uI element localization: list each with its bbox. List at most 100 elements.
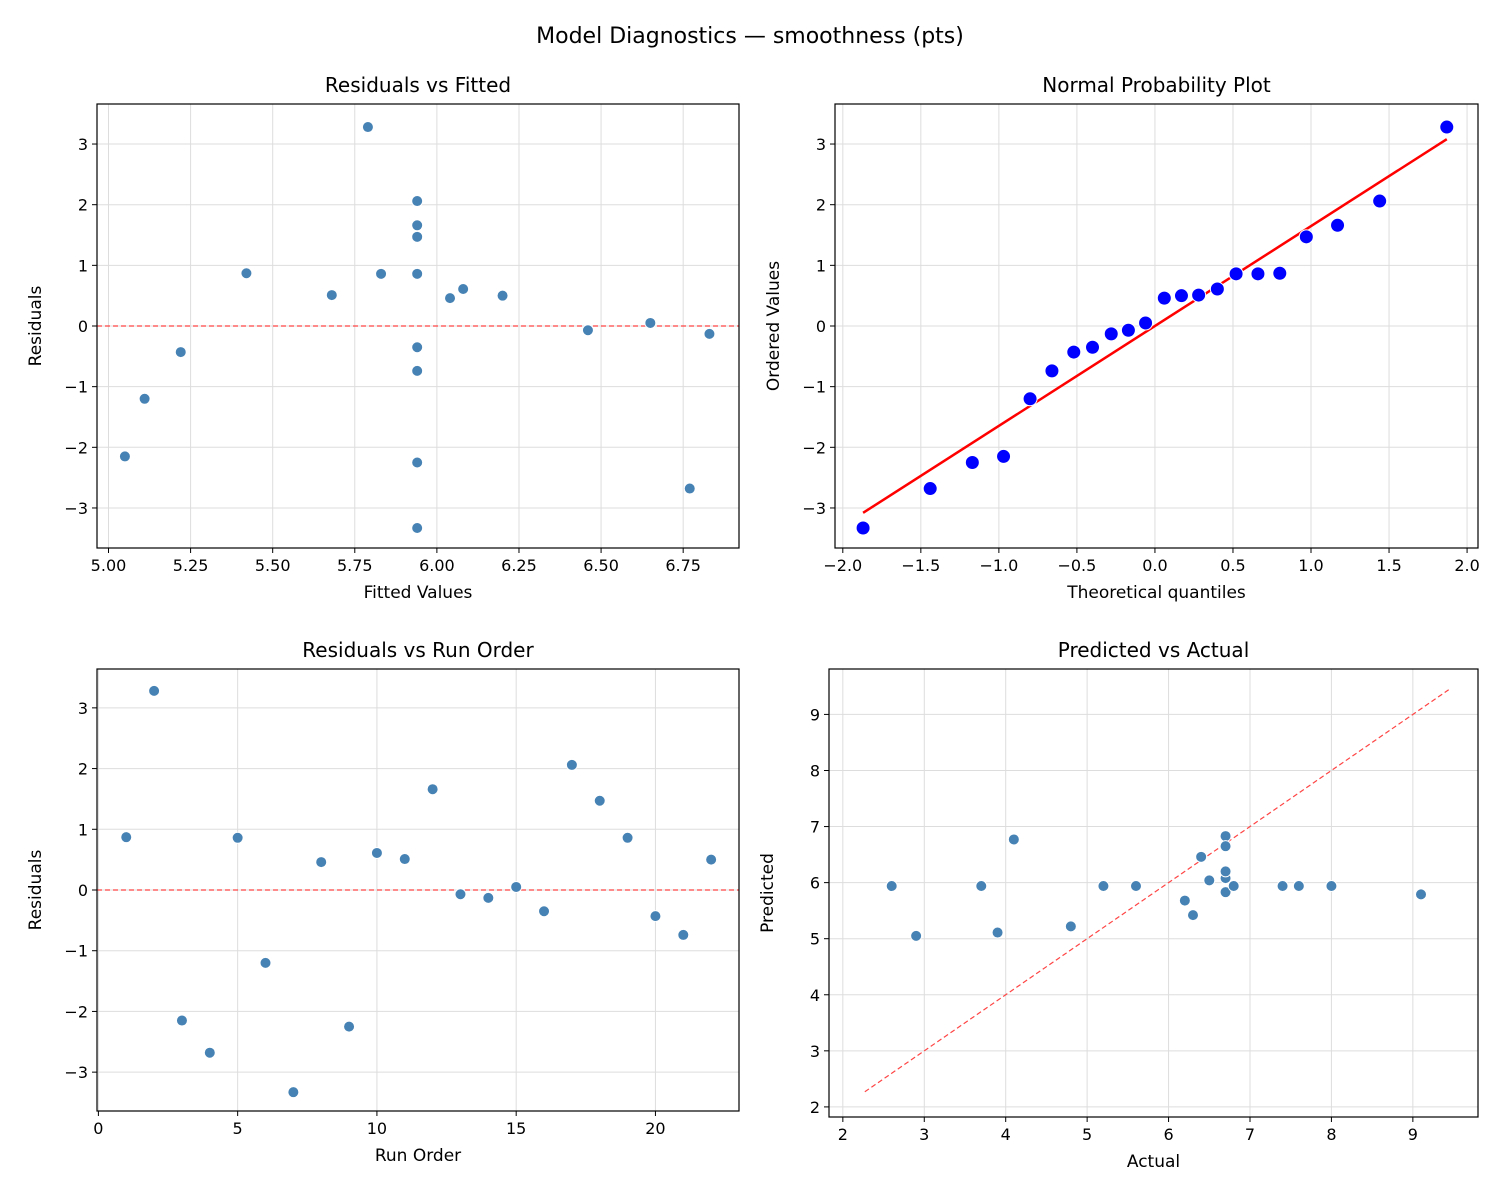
data-point [1173, 288, 1189, 304]
y-tick-label: −3 [802, 499, 826, 518]
data-point [996, 448, 1012, 464]
y-tick-label: 6 [810, 874, 820, 893]
data-point [538, 905, 551, 918]
y-tick-label: 9 [810, 705, 820, 724]
y-tick-label: −1 [64, 942, 88, 961]
data-point [444, 292, 457, 305]
y-axis-label: Residuals [26, 850, 46, 931]
data-point [138, 392, 151, 405]
x-axis-label: Theoretical quantiles [1066, 583, 1246, 603]
data-point [457, 283, 470, 295]
x-tick-label: 3 [919, 1125, 929, 1144]
data-point [1186, 909, 1199, 922]
data-point [1120, 322, 1136, 338]
x-tick-label: 7 [1245, 1125, 1255, 1144]
data-point [1272, 265, 1288, 281]
x-tick-label: 15 [506, 1119, 526, 1138]
y-tick-label: 5 [810, 930, 820, 949]
x-tick-label: 1.5 [1376, 556, 1401, 575]
y-tick-label: 8 [810, 761, 820, 780]
data-point [411, 195, 424, 208]
y-tick-label: 1 [78, 820, 88, 839]
x-axis-label: Actual [1127, 1152, 1180, 1172]
data-point [1414, 888, 1427, 901]
data-point [683, 482, 696, 495]
qq-fit-line [862, 138, 1448, 514]
data-point [426, 783, 439, 796]
data-point [593, 794, 606, 807]
x-tick-label: −1.0 [979, 556, 1018, 575]
data-point [855, 520, 871, 536]
x-tick-label: −1.5 [901, 556, 940, 575]
x-tick-label: 5.00 [91, 556, 127, 575]
y-tick-label: −3 [64, 499, 88, 518]
y-tick-label: −1 [802, 378, 826, 397]
x-tick-label: 5.25 [173, 556, 209, 575]
data-point [964, 454, 980, 470]
data-point [991, 926, 1004, 939]
data-point [343, 1020, 356, 1033]
data-point [565, 758, 578, 771]
x-tick-label: 0.0 [1142, 556, 1167, 575]
x-tick-label: 2 [838, 1125, 848, 1144]
data-point [649, 910, 662, 923]
data-point [370, 846, 383, 859]
y-tick-label: 3 [816, 135, 826, 154]
x-tick-label: 1.0 [1298, 556, 1323, 575]
y-tick-label: 0 [78, 881, 88, 900]
x-tick-label: 6 [1163, 1125, 1173, 1144]
data-point [454, 888, 467, 901]
data-point [1219, 865, 1232, 878]
data-point [315, 856, 328, 869]
data-point [1044, 363, 1060, 379]
y-tick-label: 7 [810, 818, 820, 837]
data-point [148, 684, 161, 697]
y-tick-label: 1 [816, 256, 826, 275]
data-point [922, 481, 938, 497]
data-point [1191, 287, 1207, 303]
y-tick-label: −2 [64, 1002, 88, 1021]
data-point [1219, 840, 1232, 853]
axes-frame [96, 103, 740, 549]
x-tick-label: 5 [1082, 1125, 1092, 1144]
data-point [1103, 326, 1119, 342]
x-tick-label: 0.5 [1220, 556, 1245, 575]
subplot-3: 0 5 10 15 20 −3 −2 −1 0 1 2 3 Residuals vs Run Order… [26, 638, 740, 1166]
subplot-4: 2 3 4 5 6 7 8 9 2 3 4 5 6 7 8 9 Predicted vs Actual Actua… [758, 638, 1479, 1172]
data-point [240, 267, 253, 280]
data-point [1064, 920, 1077, 933]
data-point [411, 456, 424, 469]
data-point [411, 267, 424, 280]
data-point [482, 891, 495, 904]
data-point [1276, 879, 1289, 892]
data-point [1209, 281, 1225, 297]
data-point [621, 831, 634, 844]
x-tick-label: −2.0 [823, 556, 862, 575]
data-point [910, 929, 923, 942]
y-tick-label: −2 [64, 438, 88, 457]
x-tick-label: 20 [645, 1119, 665, 1138]
data-point [259, 956, 272, 969]
subplot-title: Normal Probability Plot [1042, 73, 1271, 97]
data-point [1195, 850, 1208, 863]
subplot-title: Residuals vs Fitted [325, 73, 511, 97]
axes-frame [834, 103, 1479, 549]
x-tick-label: 5 [233, 1119, 243, 1138]
subplot-1: 5.00 5.25 5.50 5.75 6.00 6.25 6.50 6.75 −3 −2 −1 0 1… [26, 73, 740, 603]
data-point [581, 324, 594, 337]
y-tick-label: −3 [64, 1063, 88, 1082]
data-point [287, 1086, 300, 1099]
x-tick-label: 6.50 [583, 556, 619, 575]
y-tick-label: 1 [78, 256, 88, 275]
data-point [1007, 833, 1020, 846]
y-tick-label: −1 [64, 378, 88, 397]
data-point [1085, 339, 1101, 355]
data-point [1203, 874, 1216, 887]
x-tick-label: 10 [367, 1119, 387, 1138]
subplot-title: Predicted vs Actual [1058, 638, 1250, 662]
data-point [705, 853, 718, 866]
axes-frame [828, 668, 1479, 1118]
data-point [1292, 879, 1305, 892]
x-tick-label: 5.75 [337, 556, 373, 575]
